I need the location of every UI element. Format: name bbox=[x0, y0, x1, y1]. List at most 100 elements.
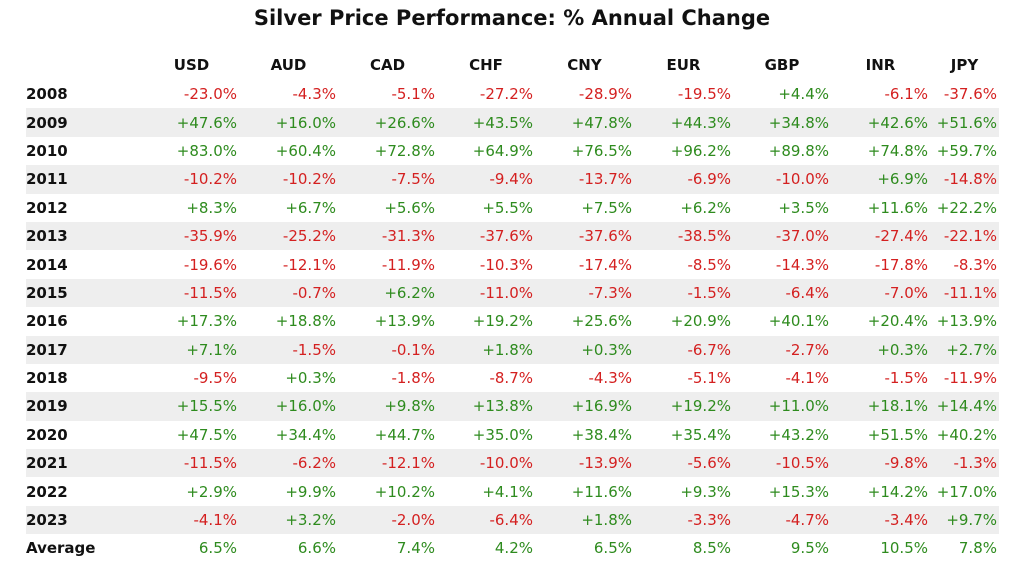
table-cell: +25.6% bbox=[571, 312, 632, 331]
table-cell: +7.1% bbox=[144, 335, 239, 364]
table-cell: +9.7% bbox=[930, 505, 999, 535]
table-cell: +47.5% bbox=[176, 425, 237, 444]
table-cell: -1.5% bbox=[239, 335, 338, 364]
table-cell: -27.4% bbox=[831, 221, 930, 251]
table-cell: -11.9% bbox=[943, 369, 997, 388]
table-cell: -9.8% bbox=[831, 449, 930, 478]
table-cell: +22.2% bbox=[936, 198, 997, 217]
table-cell: +0.3% bbox=[285, 369, 336, 388]
table-cell: -35.9% bbox=[144, 221, 239, 251]
table-cell: -12.1% bbox=[338, 449, 437, 478]
table-row: 2012 +8.3% +6.7% +5.6% +5.5% +7.5% +6.2% +3.5% +… bbox=[26, 194, 999, 222]
column-header-usd: USD bbox=[173, 56, 210, 74]
table-cell: +51.5% bbox=[867, 425, 928, 444]
table-cell: +3.2% bbox=[239, 505, 338, 535]
table-cell: +5.6% bbox=[384, 198, 435, 217]
average-cell: 6.5% bbox=[144, 534, 239, 563]
table-cell: -10.2% bbox=[144, 165, 239, 194]
average-cell: 10.5% bbox=[831, 534, 930, 563]
table-row: 2009 +47.6% +16.0% +26.6% +43.5% +47.8% +44.3%… bbox=[26, 108, 999, 137]
average-cell: 4.2% bbox=[437, 534, 535, 563]
table-cell: -2.0% bbox=[338, 505, 437, 535]
table-cell: +13.9% bbox=[936, 312, 997, 331]
table-cell: -31.3% bbox=[338, 221, 437, 251]
table-cell: -1.3% bbox=[930, 449, 999, 478]
table-cell: +19.2% bbox=[634, 392, 733, 421]
table-cell: -7.5% bbox=[338, 165, 437, 194]
table-cell: -19.5% bbox=[677, 85, 731, 104]
row-year-label: 2021 bbox=[26, 449, 144, 478]
column-header-aud: AUD bbox=[270, 56, 307, 74]
row-year-label: 2009 bbox=[26, 108, 144, 137]
table-cell: -1.5% bbox=[884, 369, 928, 388]
table-cell: +8.3% bbox=[186, 198, 237, 217]
table-cell: -8.5% bbox=[687, 255, 731, 274]
table-cell: -4.1% bbox=[144, 505, 239, 535]
table-row: 2020 +47.5% +34.4% +44.7% +35.0% +38.4% +35.4%… bbox=[26, 421, 999, 449]
table-cell: +2.7% bbox=[930, 335, 999, 364]
table-cell: +40.1% bbox=[768, 312, 829, 331]
table-cell: -1.8% bbox=[391, 369, 435, 388]
table-cell: -4.1% bbox=[785, 369, 829, 388]
table-cell: +15.3% bbox=[768, 482, 829, 501]
row-year-label: 2008 bbox=[26, 85, 68, 104]
table-cell: -6.4% bbox=[733, 278, 831, 308]
table-cell: +9.9% bbox=[285, 482, 336, 501]
table-cell: +17.3% bbox=[176, 312, 237, 331]
table-cell: +18.1% bbox=[831, 392, 930, 421]
table-cell: -4.7% bbox=[733, 505, 831, 535]
table-cell: -8.3% bbox=[953, 255, 997, 274]
table-cell: -13.9% bbox=[535, 449, 634, 478]
table-cell: -11.9% bbox=[381, 255, 435, 274]
table-cell: +13.8% bbox=[437, 392, 535, 421]
table-cell: +16.0% bbox=[239, 392, 338, 421]
table-cell: +0.3% bbox=[831, 335, 930, 364]
table-cell: -19.6% bbox=[183, 255, 237, 274]
table-cell: -4.3% bbox=[292, 85, 336, 104]
table-cell: -37.0% bbox=[733, 221, 831, 251]
table-cell: +6.2% bbox=[680, 198, 731, 217]
table-cell: -7.0% bbox=[831, 278, 930, 308]
table-cell: -37.6% bbox=[943, 85, 997, 104]
row-year-label: 2023 bbox=[26, 505, 144, 535]
table-cell: +44.3% bbox=[634, 108, 733, 137]
table-cell: -11.5% bbox=[144, 449, 239, 478]
row-year-label: 2012 bbox=[26, 198, 68, 217]
table-cell: -10.3% bbox=[479, 255, 533, 274]
table-cell: -5.6% bbox=[634, 449, 733, 478]
table-row: 2019 +15.5% +16.0% +9.8% +13.8% +16.9% +19.2% +… bbox=[26, 392, 999, 421]
table-row: 2017 +7.1% -1.5% -0.1% +1.8% +0.3% -6.7% -2.7% +… bbox=[26, 335, 999, 364]
row-year-label: 2022 bbox=[26, 482, 68, 501]
table-cell: +7.5% bbox=[581, 198, 632, 217]
table-cell: +26.6% bbox=[338, 108, 437, 137]
table-cell: +47.8% bbox=[535, 108, 634, 137]
table-row: 2022 +2.9% +9.9% +10.2% +4.1% +11.6% +9.3% +15.… bbox=[26, 477, 999, 505]
table-cell: -10.5% bbox=[733, 449, 831, 478]
table-cell: +20.9% bbox=[670, 312, 731, 331]
average-cell: 6.5% bbox=[535, 534, 634, 563]
table-row: 2011 -10.2% -10.2% -7.5% -9.4% -13.7% -6.9% -10… bbox=[26, 165, 999, 194]
average-cell: 9.5% bbox=[733, 534, 831, 563]
table-row: 2015 -11.5% -0.7% +6.2% -11.0% -7.3% -1.5% -6.4… bbox=[26, 278, 999, 308]
average-cell: 7.4% bbox=[338, 534, 437, 563]
table-cell: -4.3% bbox=[588, 369, 632, 388]
table-cell: -23.0% bbox=[183, 85, 237, 104]
table-cell: -1.5% bbox=[634, 278, 733, 308]
row-year-label: 2019 bbox=[26, 392, 144, 421]
table-cell: -6.7% bbox=[634, 335, 733, 364]
table-cell: -28.9% bbox=[578, 85, 632, 104]
table-cell: +3.5% bbox=[778, 198, 829, 217]
table-cell: +60.4% bbox=[275, 141, 336, 160]
table-cell: +1.8% bbox=[437, 335, 535, 364]
table-cell: -38.5% bbox=[634, 221, 733, 251]
table-cell: -7.3% bbox=[535, 278, 634, 308]
average-label: Average bbox=[26, 534, 144, 563]
table-cell: -10.0% bbox=[733, 165, 831, 194]
column-header-chf: CHF bbox=[469, 56, 503, 74]
header-corner bbox=[26, 50, 144, 80]
table-cell: -17.8% bbox=[874, 255, 928, 274]
table-cell: -9.5% bbox=[193, 369, 237, 388]
row-year-label: 2017 bbox=[26, 335, 144, 364]
table-row: 2018 -9.5% +0.3% -1.8% -8.7% -4.3% -5.1% -4.1% -… bbox=[26, 364, 999, 392]
table-cell: +42.6% bbox=[831, 108, 930, 137]
